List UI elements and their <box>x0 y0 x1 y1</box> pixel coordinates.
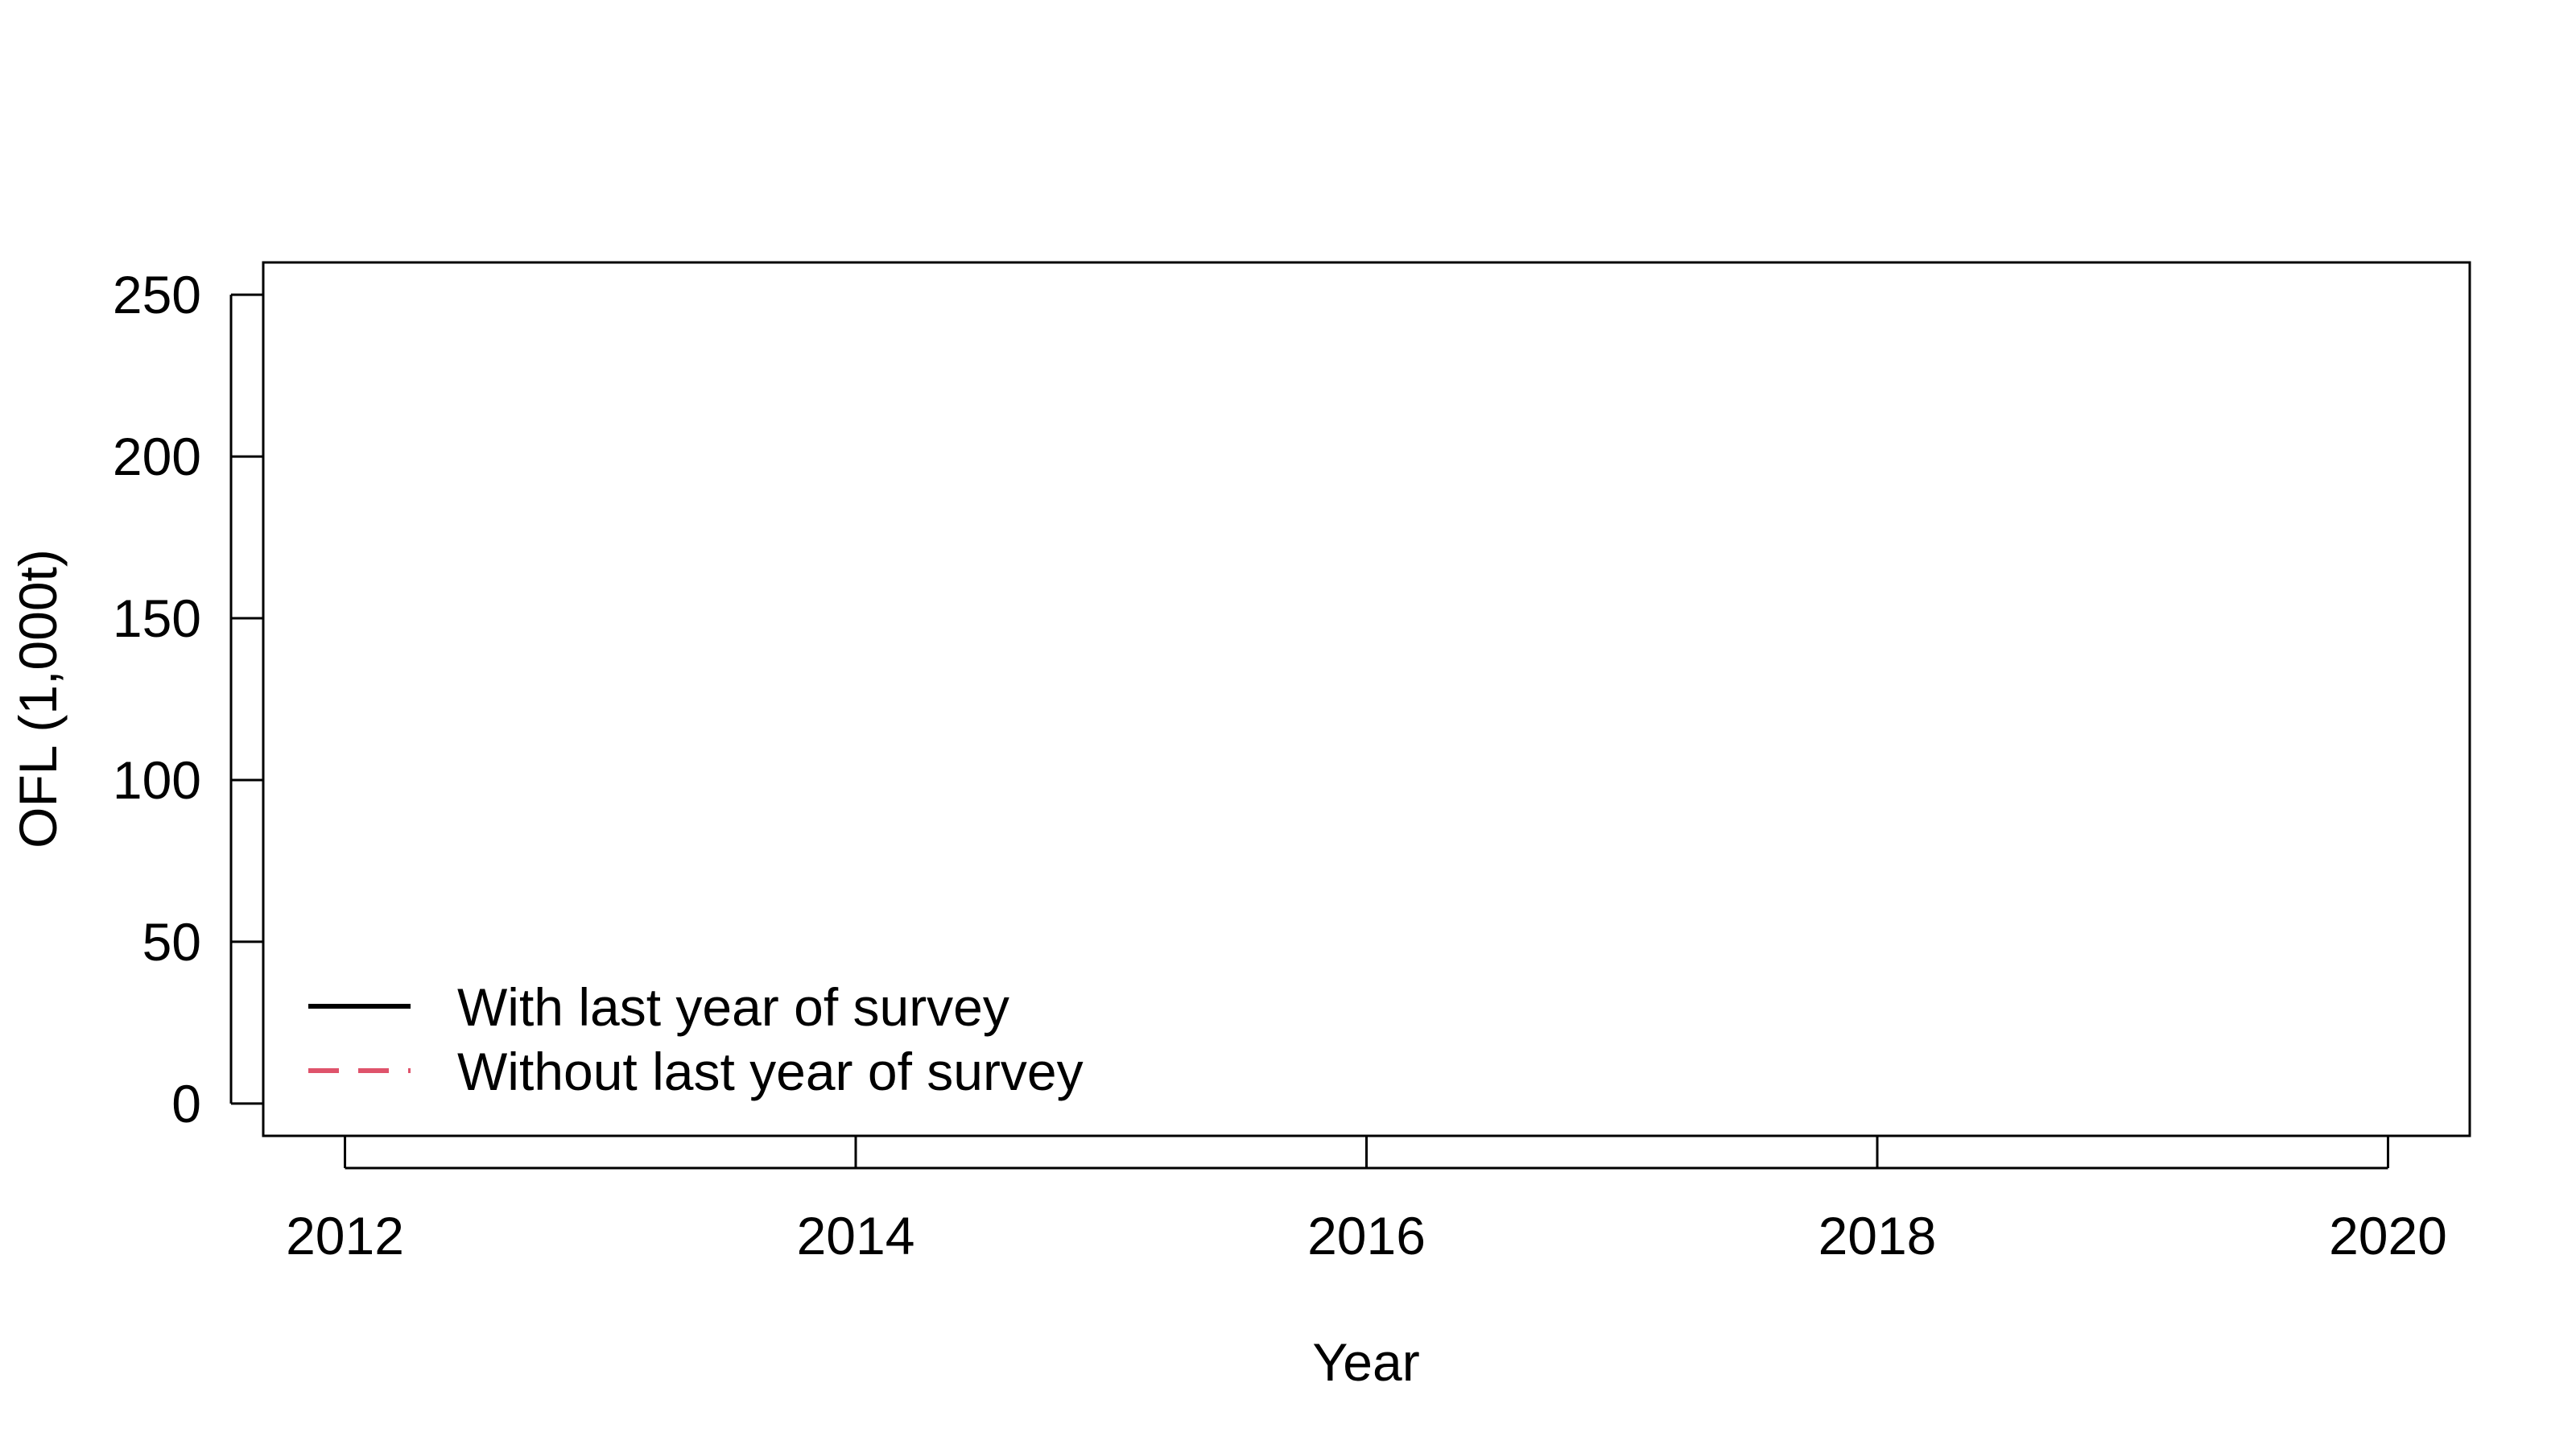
y-tick-label: 200 <box>113 427 201 486</box>
y-tick-label: 250 <box>113 265 201 324</box>
x-tick-label: 2014 <box>797 1206 915 1265</box>
x-tick-label: 2018 <box>1818 1206 1937 1265</box>
legend-label-with-survey: With last year of survey <box>457 977 1009 1037</box>
y-tick-label: 150 <box>113 588 201 648</box>
legend: With last year of survey Without last ye… <box>308 977 1084 1101</box>
legend-label-without-survey: Without last year of survey <box>457 1042 1084 1101</box>
x-axis: 2012 2014 2016 2018 2020 <box>286 1136 2447 1265</box>
x-tick-label: 2020 <box>2329 1206 2447 1265</box>
x-tick-label: 2012 <box>286 1206 404 1265</box>
y-tick-label: 0 <box>171 1074 201 1133</box>
y-tick-label: 100 <box>113 750 201 810</box>
x-axis-label: Year <box>1312 1332 1419 1392</box>
y-tick-label: 50 <box>142 912 201 972</box>
x-tick-label: 2016 <box>1307 1206 1426 1265</box>
y-axis: 0 50 100 150 200 250 <box>113 265 263 1133</box>
y-axis-label: OFL (1,000t) <box>8 549 68 848</box>
